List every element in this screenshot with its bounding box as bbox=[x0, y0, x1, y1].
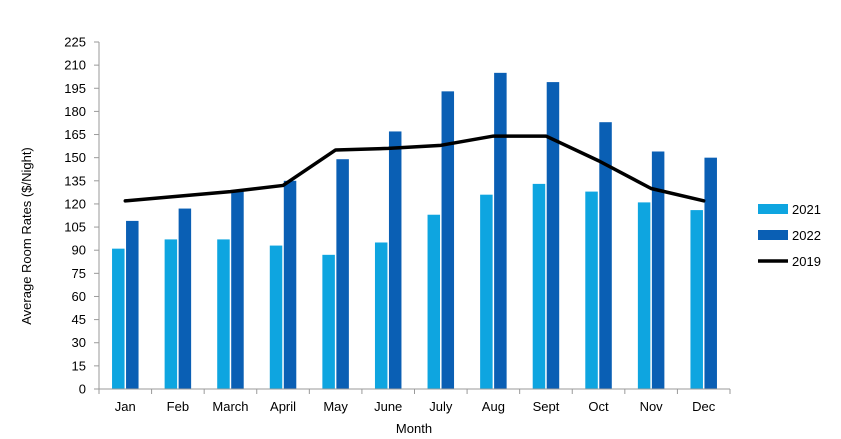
x-tick-label: Feb bbox=[167, 399, 189, 414]
legend-label-2019: 2019 bbox=[792, 254, 821, 269]
y-axis-title: Average Room Rates ($/Night) bbox=[19, 147, 34, 325]
x-tick-label: Nov bbox=[640, 399, 664, 414]
y-tick-label: 75 bbox=[72, 266, 86, 281]
bar-2022-sept bbox=[546, 82, 560, 389]
x-axis-title: Month bbox=[396, 421, 432, 436]
bar-2022-aug bbox=[494, 72, 507, 389]
bar-2022-april bbox=[283, 180, 297, 389]
bar-2022-may bbox=[336, 159, 349, 389]
y-tick-label: 45 bbox=[72, 312, 86, 327]
bar-2021-march bbox=[217, 239, 230, 389]
legend-swatch-2021 bbox=[758, 204, 788, 214]
bar-2022-march bbox=[231, 191, 244, 389]
bar-2022-jan bbox=[126, 220, 139, 389]
x-tick-label: June bbox=[374, 399, 402, 414]
x-tick-label: March bbox=[212, 399, 248, 414]
x-axis: Jan Feb March April May June July Aug Sept Oct Nov… bbox=[98, 388, 731, 414]
bar-2022-june bbox=[388, 131, 402, 389]
legend-swatch-2022 bbox=[758, 230, 788, 240]
bar-2021-dec bbox=[690, 210, 703, 389]
y-axis: 0 15 30 45 60 75 90 105 120 135 150 165 180 195 210 225 bbox=[64, 35, 100, 397]
x-tick-label: Jan bbox=[115, 399, 136, 414]
y-tick-label: 195 bbox=[64, 81, 86, 96]
legend-label-2021: 2021 bbox=[792, 202, 821, 217]
legend: 2021 2022 2019 bbox=[758, 202, 821, 269]
y-tick-label: 180 bbox=[64, 104, 86, 119]
x-tick-label: Aug bbox=[482, 399, 505, 414]
y-tick-label: 225 bbox=[64, 35, 86, 50]
bar-2022-feb bbox=[178, 208, 192, 389]
y-tick-label: 210 bbox=[64, 58, 86, 73]
y-tick-label: 60 bbox=[72, 289, 86, 304]
bar-2021-aug bbox=[480, 194, 493, 389]
bar-2022-dec bbox=[704, 157, 717, 389]
y-tick-label: 165 bbox=[64, 127, 86, 142]
legend-label-2022: 2022 bbox=[792, 228, 821, 243]
y-tick-label: 120 bbox=[64, 196, 86, 211]
bars bbox=[112, 72, 717, 390]
bar-2021-june bbox=[374, 242, 388, 389]
bar-2021-nov bbox=[637, 202, 651, 389]
bar-2021-april bbox=[269, 245, 283, 389]
x-tick-label: Sept bbox=[533, 399, 560, 414]
bar-2021-jan bbox=[112, 248, 125, 389]
x-tick-label: Oct bbox=[588, 399, 609, 414]
y-tick-label: 30 bbox=[72, 335, 86, 350]
y-tick-label: 150 bbox=[64, 150, 86, 165]
x-tick-label: July bbox=[429, 399, 453, 414]
y-tick-label: 105 bbox=[64, 220, 86, 235]
y-tick-label: 135 bbox=[64, 173, 86, 188]
bar-2022-oct bbox=[599, 122, 612, 389]
x-tick-label: April bbox=[270, 399, 296, 414]
x-tick-label: Dec bbox=[692, 399, 716, 414]
bar-2021-sept bbox=[532, 183, 546, 389]
y-tick-label: 15 bbox=[72, 358, 86, 373]
bar-2021-july bbox=[427, 214, 441, 389]
bar-2021-may bbox=[322, 254, 335, 389]
x-tick-label: May bbox=[323, 399, 348, 414]
bar-2022-nov bbox=[651, 151, 665, 389]
y-tick-label: 90 bbox=[72, 243, 86, 258]
bar-2021-oct bbox=[585, 191, 598, 389]
line-series-2019 bbox=[123, 134, 706, 203]
bar-2021-feb bbox=[164, 239, 178, 389]
line-layer bbox=[123, 134, 706, 203]
bar-2022-july bbox=[441, 91, 455, 390]
y-tick-label: 0 bbox=[79, 382, 86, 397]
